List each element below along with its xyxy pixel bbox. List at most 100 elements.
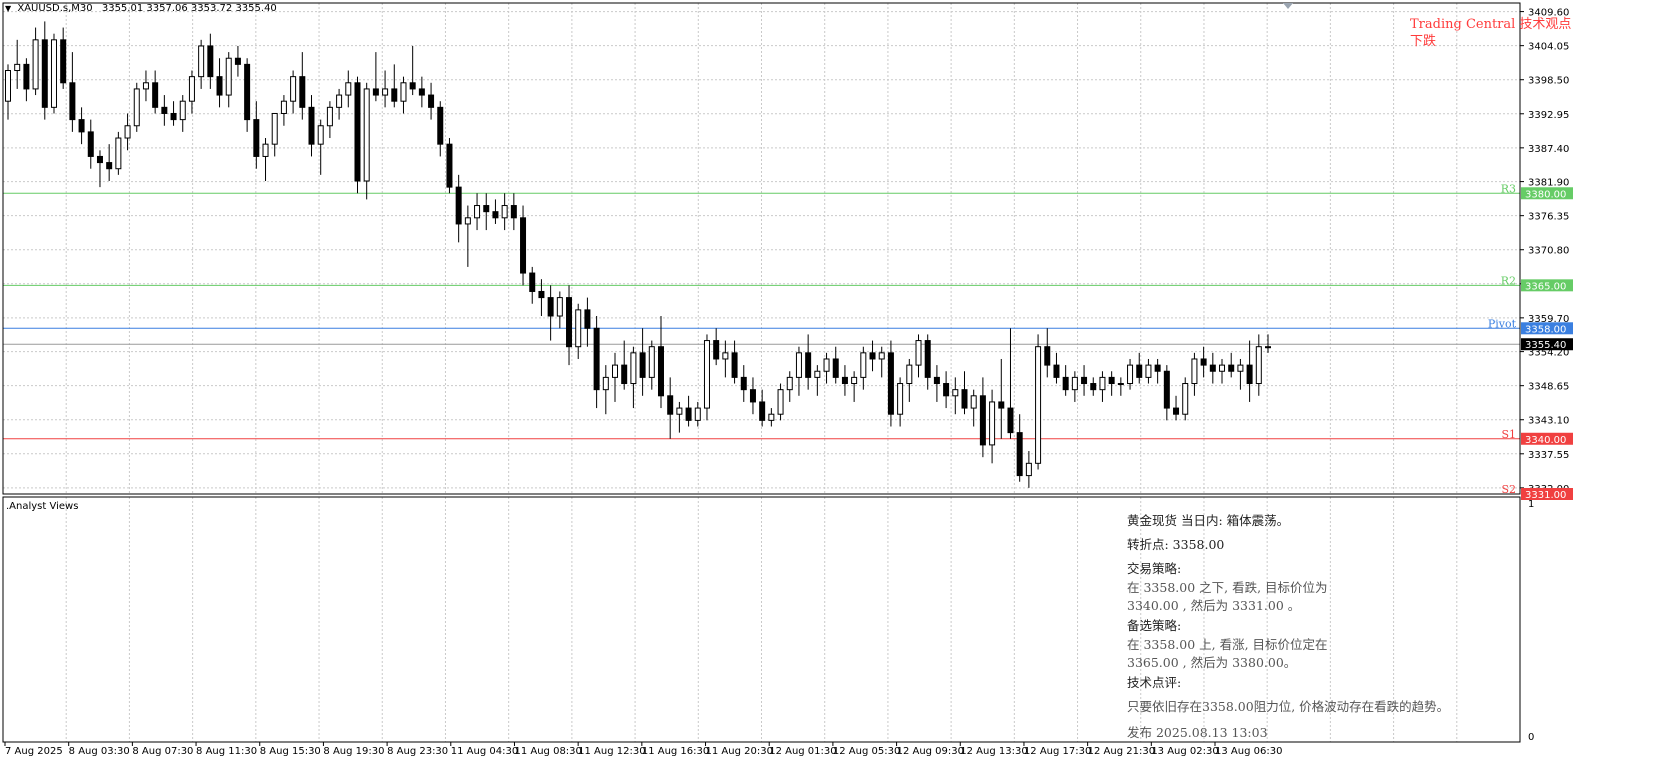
trading-central-view: 下跌 [1410,34,1437,49]
candle-body-bear [547,297,554,317]
candle [142,70,149,102]
candle-body-bear [483,205,490,213]
candle-body-bear [961,389,968,409]
level-tag-r2 [1521,279,1573,292]
current-price-tag [1521,338,1573,351]
candle-body-bull [1265,346,1271,349]
candle-body-bear [924,340,931,378]
candle-body-bear [23,63,30,90]
x-tick-label: 8 Aug 11:30 [196,746,257,757]
candle-body-bear [1173,407,1180,415]
candle [428,82,435,120]
candle [60,27,67,89]
candle-body-bull [317,125,324,145]
candle [1071,371,1078,402]
y-tick-label: 3409.60 [1528,8,1569,19]
level-price-s1: 3340.00 [1525,435,1566,446]
analysis-alt-heading: 备选策略: [1127,618,1182,633]
y-tick-label: 3354.20 [1528,348,1569,359]
candle-body-bear [1136,364,1143,378]
candle [207,33,214,89]
candle [1136,352,1143,384]
level-name-s2: S2 [1501,483,1516,496]
analysis-headline: 黄金现货 当日内: 箱体震荡。 [1127,513,1290,528]
candle [1228,352,1235,378]
candle-body-bear [69,82,76,121]
candle-body-bull [115,137,122,170]
candle-body-bull [1117,383,1124,386]
candle [409,45,416,96]
candle [474,193,481,231]
candle-body-bear [538,290,545,299]
candle-body-bull [897,383,904,415]
candle-body-bear [731,352,738,378]
candle [970,389,977,427]
candle [805,334,812,390]
x-tick-label: 11 Aug 08:30 [514,746,581,757]
candle [161,95,168,126]
x-tick-label: 8 Aug 07:30 [132,746,193,757]
analysis-strategy-line2: 3340.00 , 然后为 3331.00 。 [1127,598,1301,613]
candle-body-bull [188,76,195,102]
y-tick-label: 3398.50 [1528,76,1569,87]
candle-body-bull [124,125,131,139]
candle-body-bear [446,143,453,188]
candle [685,395,692,427]
candle [317,119,324,175]
candle [648,340,655,390]
candle-body-bear [805,352,812,378]
candle [234,45,241,77]
candle-body-bear [667,395,674,415]
candle [483,193,490,231]
candle [1173,395,1180,421]
ohlc-values: 3355.01 3357.06 3353.72 3355.40 [101,3,277,14]
candle [593,316,600,409]
candle [455,174,462,243]
candle [1044,328,1051,378]
candle-body-bear [1108,376,1115,385]
candle [1025,451,1032,488]
candle [1191,352,1198,396]
candle-body-bull [179,100,186,121]
candle [372,52,379,102]
candle-body-bear [584,309,591,329]
candle [749,377,756,415]
analysis-comment-heading: 技术点评: [1127,675,1182,690]
candle-body-bear [639,352,646,378]
candle-body-bull [1071,376,1078,391]
candle-body-bear [1044,346,1051,366]
candle [253,101,260,169]
candle-body-bear [216,76,223,96]
candle-body-bull [198,45,205,78]
candle [538,279,545,317]
candle-body-bear [1007,407,1014,434]
candle [667,377,674,439]
candle-body-bear [1154,364,1161,372]
candle-body-bull [768,413,775,421]
dropdown-triangle-icon[interactable]: ▼ [5,4,12,13]
x-tick-label: 8 Aug 19:30 [323,746,384,757]
candle [566,285,573,366]
candle-body-bear [391,88,398,102]
candle [556,291,563,329]
candle [694,401,701,427]
candle [1265,334,1271,353]
candle [354,76,361,194]
chart-shift-triangle-icon[interactable] [1283,3,1293,9]
candle-body-bear [106,162,113,170]
candle [299,52,306,120]
candle-body-bull [602,376,609,391]
symbol-header: ▼ XAUUSD.s,M30 3355.01 3357.06 3353.72 3… [5,3,277,14]
candle-body-bull [14,63,21,72]
y-tick-label: 3387.40 [1528,144,1569,155]
candle [69,52,76,132]
candle [584,297,591,347]
candle-body-bear [1053,364,1060,378]
candle [308,95,315,157]
candle-body-bull [952,389,959,397]
level-name-r3: R3 [1501,182,1516,195]
analysis-strategy-line1: 在 3358.00 之下, 看跌, 目标价位为 [1127,580,1328,595]
candle-body-bear [657,346,664,397]
